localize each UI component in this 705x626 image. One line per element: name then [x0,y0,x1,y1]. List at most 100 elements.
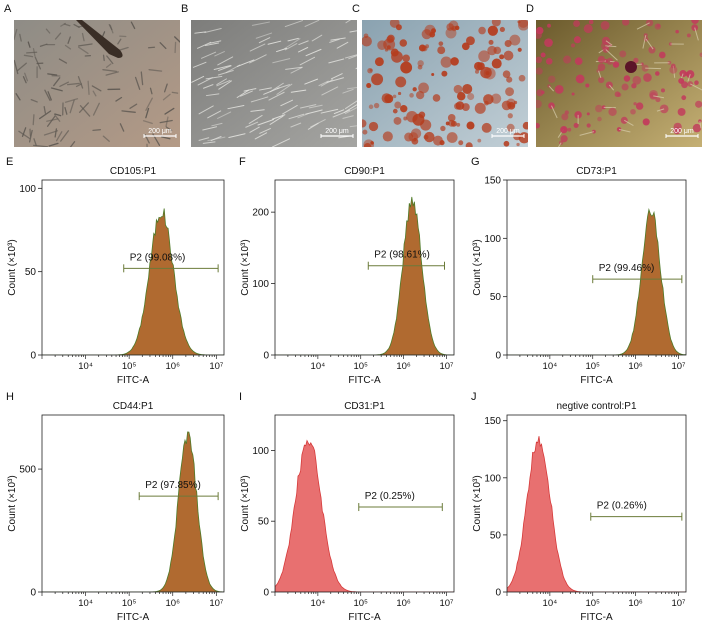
gate-p2: P2 (98.61%) [367,250,445,270]
gate-label: P2 (99.46%) [599,263,655,274]
x-axis-label: FITC-A [117,612,150,623]
x-axis-label: FITC-A [348,612,381,623]
x-tick-label: 10⁷ [209,361,224,372]
x-tick-label: 10⁷ [209,598,224,609]
y-tick-label: 0 [495,351,501,362]
micrograph-panel-b: B 200 μm [181,3,357,147]
x-axis-label: FITC-A [348,375,381,386]
scale-bar-label: 200 μm [496,128,520,135]
cell-texture [191,20,357,147]
x-tick-label: 10⁴ [543,598,558,609]
cell-texture [362,20,528,147]
chart-title: CD105:P1 [110,166,157,177]
y-axis-label: Count (×10³) [240,239,251,295]
x-tick-label: 10⁷ [671,361,686,372]
scale-bar: 200 μm [143,128,177,138]
y-axis-label: Count (×10³) [240,475,251,531]
x-tick-label: 10⁴ [78,598,93,609]
chart-title: CD90:P1 [344,166,385,177]
x-tick-label: 10⁵ [122,361,137,372]
gate-label: P2 (97.85%) [145,480,201,491]
chart-title: CD73:P1 [576,166,617,177]
y-axis-label: Count (×10³) [7,239,18,295]
y-tick-label: 50 [25,267,37,278]
y-tick-label: 500 [19,465,36,476]
y-tick-label: 100 [252,446,269,457]
scale-bar-label: 200 μm [670,128,694,135]
gate-label: P2 (99.08%) [130,252,186,263]
gate-label: P2 (0.26%) [597,501,647,512]
y-tick-label: 0 [30,588,36,599]
pipette-tip [76,20,123,58]
x-tick-label: 10⁷ [439,598,454,609]
histogram-panel-e: E CD105:P1 0 50 100 10⁴ 10⁵ 10⁶ 10⁷ FITC-A Count (… [6,156,225,386]
histogram-grid: E CD105:P1 0 50 100 10⁴ 10⁵ 10⁶ 10⁷ FITC-A Count (… [6,156,687,623]
y-tick-label: 50 [490,530,502,541]
histogram-area [507,208,686,355]
gate-label: P2 (0.25%) [365,491,415,502]
cell-texture [14,20,180,147]
x-tick-label: 10⁶ [628,598,643,609]
scale-bar: 200 μm [320,128,354,138]
gate-p2: P2 (99.08%) [123,252,219,273]
y-tick-label: 100 [252,279,269,290]
x-tick-label: 10⁶ [396,361,411,372]
y-tick-label: 0 [263,351,269,362]
x-tick-label: 10⁶ [396,598,411,609]
panel-letter: F [239,156,246,168]
x-tick-label: 10⁵ [585,361,600,372]
micrograph-panel-d: D 200 μm [526,3,702,147]
histogram-area [275,439,454,592]
x-tick-label: 10⁴ [311,361,326,372]
panel-letter: A [4,3,12,15]
panel-letter: E [6,156,13,168]
plot-frame [506,179,687,356]
x-tick-label: 10⁴ [78,361,93,372]
x-tick-label: 10⁷ [671,598,686,609]
histogram-panel-h: H CD44:P1 0 500 10⁴ 10⁵ 10⁶ 10⁷ FITC-A Count (×10… [6,391,225,623]
x-tick-label: 10⁵ [353,361,368,372]
y-axis-label: Count (×10³) [7,475,18,531]
x-tick-label: 10⁶ [166,598,181,609]
y-tick-label: 100 [19,184,36,195]
scale-bar: 200 μm [491,128,525,138]
x-tick-label: 10⁵ [353,598,368,609]
y-tick-label: 0 [495,588,501,599]
micrograph-row: A 200 μm B 200 μm C 200 μm D 200 μm [4,3,702,147]
x-tick-label: 10⁴ [311,598,326,609]
plot-frame [274,179,455,356]
y-tick-label: 100 [484,234,501,245]
histogram-panel-f: F CD90:P1 0 100 200 10⁴ 10⁵ 10⁶ 10⁷ FITC-A Count (… [239,156,455,386]
gate-p2: P2 (97.85%) [138,480,219,501]
y-tick-label: 200 [252,208,269,219]
panel-letter: J [471,391,477,403]
y-tick-label: 50 [490,292,502,303]
histogram-area [42,208,224,355]
histogram-area [42,431,224,592]
panel-letter: C [352,3,360,15]
y-axis-label: Count (×10³) [472,239,483,295]
stained-nodule [625,61,637,73]
panel-letter: G [471,156,480,168]
plot-frame [274,414,455,593]
x-tick-label: 10⁷ [439,361,454,372]
y-axis-label: Count (×10³) [472,475,483,531]
cell-texture [536,20,702,147]
x-axis-label: FITC-A [117,375,150,386]
chart-title: negtive control:P1 [556,401,636,412]
x-tick-label: 10⁵ [122,598,137,609]
panel-letter: D [526,3,534,15]
gate-p2: P2 (99.46%) [592,263,683,284]
panel-letter: B [181,3,188,15]
y-tick-label: 50 [258,517,270,528]
y-tick-label: 150 [484,176,501,187]
gate-label: P2 (98.61%) [374,250,430,261]
scale-bar-label: 200 μm [325,128,349,135]
x-tick-label: 10⁴ [543,361,558,372]
y-tick-label: 100 [484,473,501,484]
histogram-panel-g: G CD73:P1 0 50 100 150 10⁴ 10⁵ 10⁶ 10⁷ FITC-A Count… [471,156,687,386]
plot-frame [41,179,225,356]
micrograph-panel-c: C 200 μm [352,3,528,147]
chart-title: CD44:P1 [113,401,154,412]
